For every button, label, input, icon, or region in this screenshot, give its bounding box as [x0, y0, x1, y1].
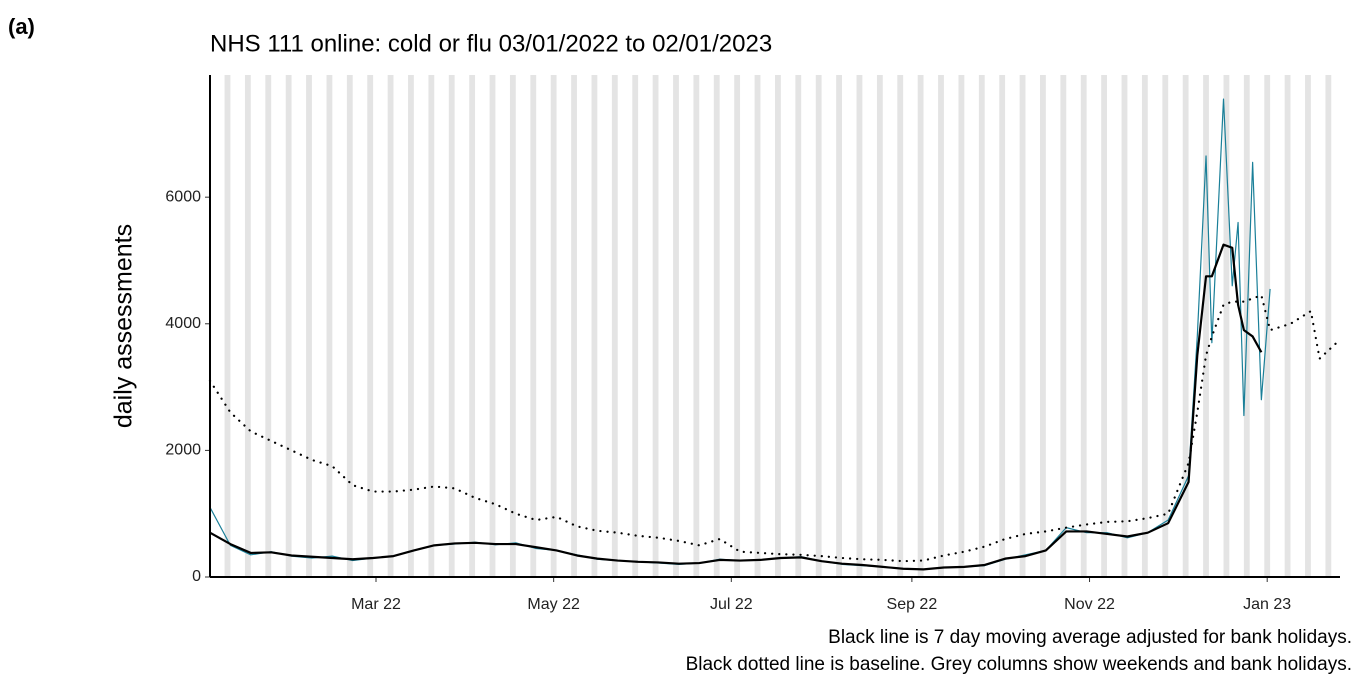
x-tick-label: Mar 22	[351, 596, 401, 613]
weekend-column	[591, 75, 598, 577]
weekend-column	[1141, 75, 1148, 577]
y-tick-label: 4000	[165, 315, 201, 332]
weekend-column	[754, 75, 761, 577]
weekend-column	[509, 75, 516, 577]
weekend-column	[1060, 75, 1067, 577]
weekend-column	[1121, 75, 1128, 577]
weekend-column	[856, 75, 863, 577]
series-line	[209, 243, 1263, 571]
weekend-column	[1182, 75, 1189, 577]
weekend-column	[958, 75, 965, 577]
y-tick-label: 0	[192, 568, 201, 585]
weekend-column	[876, 75, 883, 577]
weekend-column	[469, 75, 476, 577]
weekend-column	[448, 75, 455, 577]
weekend-column	[836, 75, 842, 577]
note: Black line is 7 day moving average adjus…	[828, 627, 1352, 648]
weekend-column	[897, 75, 904, 577]
weekend-column	[367, 75, 374, 577]
weekend-column	[1223, 75, 1230, 577]
weekend-column	[632, 75, 639, 577]
weekend-column	[978, 75, 985, 577]
y-tick-label: 6000	[165, 188, 201, 205]
weekend-column	[693, 75, 700, 577]
weekend-column	[387, 75, 394, 577]
x-tick-label: Jul 22	[710, 596, 753, 613]
weekend-column	[673, 75, 679, 577]
weekend-column	[1019, 75, 1026, 577]
weekend-column	[815, 75, 822, 577]
weekend-column	[326, 75, 333, 577]
weekend-column	[306, 75, 312, 577]
weekend-column	[489, 75, 496, 577]
weekend-column	[530, 75, 537, 577]
note: Black dotted line is baseline. Grey colu…	[686, 654, 1352, 675]
weekend-column	[244, 75, 251, 577]
weekend-column	[571, 75, 577, 577]
weekend-column	[224, 75, 231, 577]
x-tick-label: Nov 22	[1064, 596, 1115, 613]
weekend-column	[550, 75, 557, 577]
weekend-column	[999, 75, 1006, 577]
weekend-column	[1284, 75, 1291, 577]
x-tick-label: Jan 23	[1243, 596, 1291, 613]
weekend-column	[1325, 75, 1332, 577]
weekend-column	[611, 75, 618, 577]
panel-label: (a)	[8, 14, 35, 39]
weekend-column	[917, 75, 924, 577]
weekend-column	[734, 75, 741, 577]
weekend-column	[1305, 75, 1311, 577]
weekend-column	[652, 75, 659, 577]
weekend-column	[408, 75, 414, 577]
x-tick-label: May 22	[527, 596, 580, 613]
series-line	[208, 294, 1342, 563]
chart-title: NHS 111 online: cold or flu 03/01/2022 t…	[210, 30, 772, 57]
weekend-column	[265, 75, 272, 577]
x-tick-label: Sep 22	[887, 596, 938, 613]
weekend-column	[775, 75, 781, 577]
weekend-column	[1162, 75, 1169, 577]
weekend-column	[428, 75, 435, 577]
y-axis-label: daily assessments	[110, 224, 138, 428]
weekend-column	[1080, 75, 1087, 577]
weekend-column	[1040, 75, 1046, 577]
y-tick-label: 2000	[165, 442, 201, 459]
weekend-column	[346, 75, 353, 577]
weekend-column	[1203, 75, 1209, 577]
weekend-column	[285, 75, 292, 577]
weekend-column	[1101, 75, 1108, 577]
weekend-column	[713, 75, 720, 577]
weekend-column	[795, 75, 802, 577]
weekend-column	[938, 75, 944, 577]
